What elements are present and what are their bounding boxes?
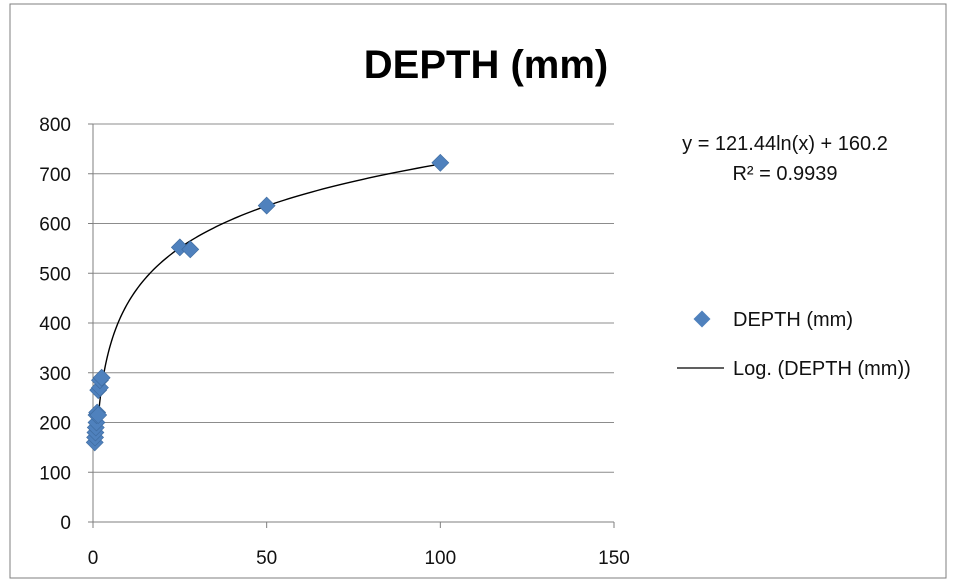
y-tick-label-0: 0 — [60, 513, 71, 534]
y-tick-label-200: 200 — [39, 414, 71, 435]
data-points — [85, 153, 450, 452]
data-point — [181, 240, 200, 259]
legend-label-trendline: Log. (DEPTH (mm)) — [733, 358, 911, 380]
y-tick-label-500: 500 — [39, 264, 71, 285]
y-tick-labels: 0 100 200 300 400 500 600 700 800 — [39, 115, 71, 534]
chart-border — [9, 3, 947, 579]
x-tick-labels: 0 50 100 150 — [88, 548, 630, 569]
y-tick-label-100: 100 — [39, 463, 71, 484]
y-tick-label-800: 800 — [39, 115, 71, 136]
x-tick-label-0: 0 — [88, 548, 99, 569]
legend: DEPTH (mm) Log. (DEPTH (mm)) — [677, 309, 911, 380]
y-tick-label-300: 300 — [39, 364, 71, 385]
legend-marker-diamond — [693, 310, 711, 328]
data-point — [89, 406, 108, 424]
data-point — [92, 368, 111, 387]
y-tick-label-400: 400 — [39, 314, 71, 335]
x-tick-label-100: 100 — [424, 548, 456, 569]
x-tick-label-150: 150 — [598, 548, 630, 569]
data-point — [431, 153, 450, 172]
legend-label-series: DEPTH (mm) — [733, 309, 853, 331]
y-tick-label-600: 600 — [39, 215, 71, 236]
chart-title: DEPTH (mm) — [364, 43, 608, 87]
data-point — [257, 196, 276, 215]
y-tick-label-700: 700 — [39, 165, 71, 186]
trendline-equation: y = 121.44ln(x) + 160.2 — [682, 133, 888, 155]
r-squared-label: R² = 0.9939 — [732, 163, 837, 185]
gridlines — [93, 123, 614, 473]
x-tick-label-50: 50 — [256, 548, 277, 569]
